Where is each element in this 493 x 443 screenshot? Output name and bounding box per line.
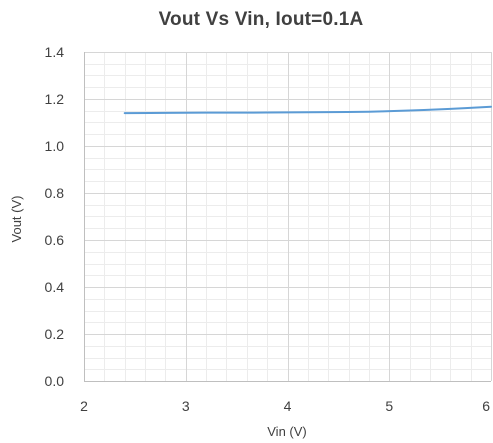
x-tick-label: 3 xyxy=(182,398,190,414)
x-tick-label: 5 xyxy=(385,398,393,414)
x-tick-label: 4 xyxy=(284,398,292,414)
x-tick-label: 6 xyxy=(482,398,490,414)
y-tick-label: 0.8 xyxy=(45,185,65,201)
y-tick-label: 1.4 xyxy=(45,44,65,60)
x-tick-labels: 2 3 4 5 6 xyxy=(80,398,490,414)
chart-title: Vout Vs Vin, Iout=0.1A xyxy=(159,9,364,30)
y-tick-label: 0.0 xyxy=(45,373,65,389)
y-tick-label: 0.2 xyxy=(45,326,65,342)
y-tick-label: 1.0 xyxy=(45,138,65,154)
y-tick-label: 1.2 xyxy=(45,91,65,107)
x-tick-label: 2 xyxy=(80,398,88,414)
y-tick-label: 0.6 xyxy=(45,232,65,248)
axes xyxy=(84,52,491,382)
y-tick-labels: 0.0 0.2 0.4 0.6 0.8 1.0 1.2 1.4 xyxy=(45,44,65,389)
series-line xyxy=(123,105,492,115)
grid-lines xyxy=(84,52,492,382)
series-layer xyxy=(123,105,492,115)
y-tick-label: 0.4 xyxy=(45,279,65,295)
y-axis-title: Vout (V) xyxy=(9,196,24,243)
x-axis-title: Vin (V) xyxy=(267,424,307,439)
